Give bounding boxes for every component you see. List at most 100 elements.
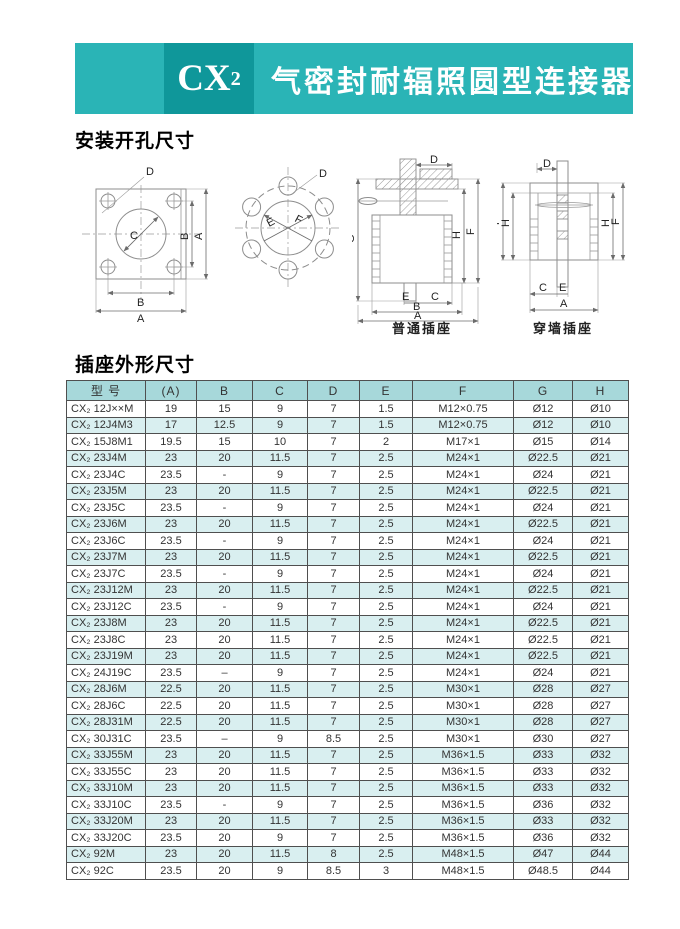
- value-cell: Ø21: [572, 631, 629, 649]
- value-cell: 11.5: [252, 713, 308, 731]
- value-cell: 19: [145, 400, 197, 418]
- value-cell: 11.5: [252, 482, 308, 500]
- value-cell: Ø22.5: [513, 548, 573, 566]
- value-cell: 2.5: [359, 548, 413, 566]
- value-cell: 23.5: [145, 796, 197, 814]
- value-cell: 20: [196, 631, 253, 649]
- value-cell: 2.5: [359, 829, 413, 847]
- value-cell: 23: [145, 812, 197, 830]
- value-cell: 2.5: [359, 581, 413, 599]
- value-cell: Ø44: [572, 845, 629, 863]
- value-cell: M24×1: [412, 532, 514, 550]
- value-cell: 15: [196, 433, 253, 451]
- value-cell: 23.5: [145, 598, 197, 616]
- table-row: CX₂ 30J31C 23.5–9 8.5 2.5 M30×1 Ø30 Ø27: [66, 730, 629, 748]
- value-cell: Ø22.5: [513, 581, 573, 599]
- value-cell: 2.5: [359, 796, 413, 814]
- value-cell: 23: [145, 647, 197, 665]
- value-cell: 7: [307, 664, 360, 682]
- value-cell: 23: [145, 581, 197, 599]
- value-cell: 1.5: [359, 400, 413, 418]
- value-cell: 2.5: [359, 647, 413, 665]
- column-header: E: [359, 380, 413, 401]
- value-cell: 7: [307, 449, 360, 467]
- table-row: CX₂ 12J××M 19 15 9 7 1.5 M12×0.75 Ø12 Ø10: [66, 400, 629, 418]
- model-cell: CX₂ 33J55M: [66, 746, 146, 764]
- value-cell: 2.5: [359, 746, 413, 764]
- value-cell: 23: [145, 614, 197, 632]
- value-cell: 23.5: [145, 532, 197, 550]
- caption-through-wall-socket: 穿墙插座: [532, 321, 593, 336]
- value-cell: Ø28: [513, 713, 573, 731]
- value-cell: Ø33: [513, 812, 573, 830]
- dim-label-f: F: [293, 213, 305, 227]
- model-cell: CX₂ 12J××M: [66, 400, 146, 418]
- normal-socket-diagram: D G: [352, 155, 481, 324]
- value-cell: 1.5: [359, 416, 413, 434]
- value-cell: 9: [252, 416, 308, 434]
- value-cell: 11.5: [252, 697, 308, 715]
- table-row: CX₂ 33J55M 23 20 11.5 7 2.5 M36×1.5 Ø33 Ø32: [66, 746, 629, 764]
- value-cell: 20: [196, 812, 253, 830]
- value-cell: M17×1: [412, 433, 514, 451]
- product-code-main: CX: [177, 58, 231, 99]
- value-cell: 2.5: [359, 812, 413, 830]
- model-cell: CX₂ 23J4C: [66, 466, 146, 484]
- value-cell: –: [196, 664, 253, 682]
- value-cell: M36×1.5: [412, 746, 514, 764]
- value-cell: 11.5: [252, 449, 308, 467]
- value-cell: Ø47: [513, 845, 573, 863]
- value-cell: M24×1: [412, 449, 514, 467]
- model-cell: CX₂ 23J19M: [66, 647, 146, 665]
- dim-label-a: A: [560, 298, 568, 310]
- section-title-outline: 插座外形尺寸: [75, 355, 196, 376]
- value-cell: M36×1.5: [412, 829, 514, 847]
- value-cell: 7: [307, 631, 360, 649]
- value-cell: M24×1: [412, 548, 514, 566]
- value-cell: 2.5: [359, 680, 413, 698]
- table-row: CX₂ 12J4M3 17 12.5 9 7 1.5 M12×0.75 Ø12 Ø10: [66, 416, 629, 434]
- value-cell: 8: [307, 845, 360, 863]
- model-cell: CX₂ 12J4M3: [66, 416, 146, 434]
- model-cell: CX₂ 23J12M: [66, 581, 146, 599]
- value-cell: Ø24: [513, 565, 573, 583]
- value-cell: 8.5: [307, 730, 360, 748]
- model-cell: CX₂ 15J8M1: [66, 433, 146, 451]
- value-cell: 9: [252, 532, 308, 550]
- model-cell: CX₂ 23J7M: [66, 548, 146, 566]
- value-cell: 22.5: [145, 713, 197, 731]
- product-title: 气密封耐辐照圆型连接器: [271, 65, 634, 99]
- table-row: CX₂ 23J19M 23 20 11.5 7 2.5 M24×1 Ø22.5 Ø21: [66, 647, 629, 665]
- value-cell: M12×0.75: [412, 416, 514, 434]
- square-flange-figure: C D B A B A: [80, 161, 220, 323]
- dim-label-e: E: [402, 291, 409, 303]
- model-cell: CX₂ 28J6C: [66, 697, 146, 715]
- dim-label-c: C: [130, 230, 138, 242]
- value-cell: 7: [307, 433, 360, 451]
- model-cell: CX₂ 33J20C: [66, 829, 146, 847]
- value-cell: -: [196, 532, 253, 550]
- model-cell: CX₂ 23J4M: [66, 449, 146, 467]
- table-row: CX₂ 24J19C 23.5–9 7 2.5 M24×1 Ø24 Ø21: [66, 664, 629, 682]
- value-cell: 7: [307, 466, 360, 484]
- value-cell: 9: [252, 466, 308, 484]
- value-cell: 20: [196, 449, 253, 467]
- value-cell: Ø32: [572, 796, 629, 814]
- value-cell: 23: [145, 631, 197, 649]
- value-cell: M12×0.75: [412, 400, 514, 418]
- value-cell: Ø10: [572, 416, 629, 434]
- table-row: CX₂ 28J31M 22.5 20 11.5 7 2.5 M30×1 Ø28 Ø27: [66, 713, 629, 731]
- through-wall-socket-figure: D F H: [497, 157, 629, 317]
- value-cell: Ø48.5: [513, 862, 573, 880]
- value-cell: M24×1: [412, 515, 514, 533]
- value-cell: M48×1.5: [412, 862, 514, 880]
- table-row: CX₂ 33J20M 23 20 11.5 7 2.5 M36×1.5 Ø33 Ø32: [66, 812, 629, 830]
- value-cell: Ø32: [572, 829, 629, 847]
- value-cell: 23: [145, 548, 197, 566]
- table-row: CX₂ 33J10M 23 20 11.5 7 2.5 M36×1.5 Ø33 Ø32: [66, 779, 629, 797]
- spec-table: 型 号 (A) B C D E F G H CX₂ 12J××M 19 15 9 7 1.5 M12×0.7…: [66, 380, 629, 880]
- value-cell: M24×1: [412, 664, 514, 682]
- value-cell: 20: [196, 746, 253, 764]
- value-cell: Ø33: [513, 779, 573, 797]
